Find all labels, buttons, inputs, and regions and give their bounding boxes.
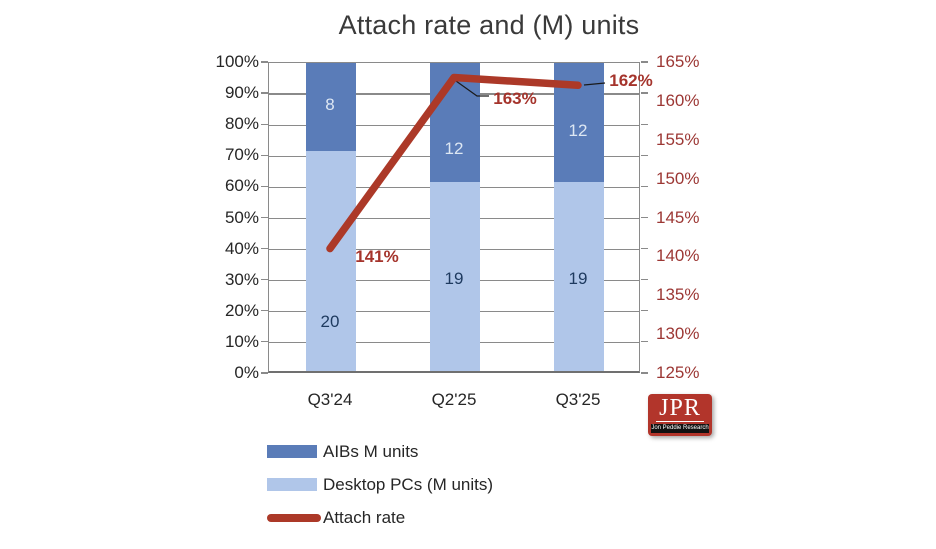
x-axis-label: Q3'25 <box>555 390 601 409</box>
left-tick <box>261 341 268 343</box>
left-tick <box>261 154 268 156</box>
right-axis-tick-label: 155% <box>656 129 700 149</box>
bar-segment-aibs <box>430 63 480 183</box>
bar-value-label-aibs: 8 <box>325 95 335 114</box>
left-axis-tick-label: 10% <box>224 331 259 351</box>
right-axis-tick-label: 150% <box>656 168 700 188</box>
right-tick <box>641 154 648 156</box>
right-tick <box>641 310 648 312</box>
left-tick <box>261 247 268 250</box>
right-tick <box>641 216 648 219</box>
aibs-swatch-icon <box>267 445 317 458</box>
legend-item-aibs: AIBs M units <box>267 440 493 463</box>
legend-label-attach-rate: Attach rate <box>323 507 406 527</box>
desktop-swatch-icon <box>267 478 317 491</box>
left-axis-tick-label: 70% <box>224 145 259 165</box>
bar-segment-desktop <box>306 151 356 371</box>
left-axis-tick-label: 60% <box>224 176 259 196</box>
right-tick <box>641 372 648 374</box>
left-tick <box>261 310 268 312</box>
left-axis-tick-label: 80% <box>224 114 259 134</box>
right-axis-tick-label: 135% <box>656 285 700 305</box>
left-tick <box>261 92 268 94</box>
x-axis-label: Q3'24 <box>307 390 353 409</box>
left-axis-tick-label: 50% <box>224 207 259 227</box>
right-tick <box>641 247 648 250</box>
bar-value-label-aibs: 12 <box>568 121 588 140</box>
jpr-logo-subtext: Jon Peddie Research <box>651 424 709 433</box>
bar-value-label-desktop: 19 <box>568 269 588 288</box>
right-tick <box>641 185 648 187</box>
right-axis-tick-label: 125% <box>656 363 700 382</box>
x-axis-label: Q2'25 <box>431 390 477 409</box>
left-tick <box>261 185 268 187</box>
legend-item-attach-rate: Attach rate <box>267 506 493 529</box>
attach-rate-point-label: 162% <box>609 71 653 90</box>
left-axis-tick-label: 90% <box>224 83 259 103</box>
right-tick <box>641 61 648 63</box>
left-axis-tick-label: 40% <box>224 238 259 258</box>
left-tick <box>261 123 268 125</box>
stacked-bar <box>554 63 604 371</box>
legend-label-aibs: AIBs M units <box>323 441 419 461</box>
left-axis-tick-label: 0% <box>234 363 259 382</box>
right-tick <box>641 279 648 281</box>
right-axis-tick-label: 130% <box>656 324 700 344</box>
left-axis-tick-label: 20% <box>224 300 259 320</box>
left-axis-tick-label: 30% <box>224 269 259 289</box>
attach-rate-line-swatch-icon <box>267 513 321 522</box>
bar-value-label-desktop: 20 <box>320 312 340 331</box>
right-axis-tick-label: 140% <box>656 246 700 266</box>
right-axis-tick-label: 160% <box>656 90 700 110</box>
bar-value-label-aibs: 12 <box>444 139 464 158</box>
bar-value-label-desktop: 19 <box>444 269 464 288</box>
stacked-bar <box>430 63 480 371</box>
left-tick <box>261 372 268 374</box>
attach-rate-point-label: 141% <box>355 247 399 266</box>
right-tick <box>641 123 648 125</box>
jpr-logo: JPR Jon Peddie Research <box>648 394 712 436</box>
legend-item-desktop: Desktop PCs (M units) <box>267 473 493 496</box>
left-tick <box>261 279 268 281</box>
chart-title: Attach rate and (M) units <box>338 10 640 40</box>
left-axis-tick-label: 100% <box>215 52 259 71</box>
right-axis-tick-label: 165% <box>656 52 700 71</box>
legend: AIBs M units Desktop PCs (M units) Attac… <box>267 440 493 529</box>
left-tick <box>261 61 268 63</box>
legend-label-desktop: Desktop PCs (M units) <box>323 474 494 494</box>
right-tick <box>641 341 648 343</box>
right-axis-tick-label: 145% <box>656 207 700 227</box>
attach-rate-point-label: 163% <box>493 89 537 108</box>
jpr-logo-text: JPR <box>656 395 704 422</box>
left-tick <box>261 216 268 219</box>
right-tick <box>641 92 648 94</box>
